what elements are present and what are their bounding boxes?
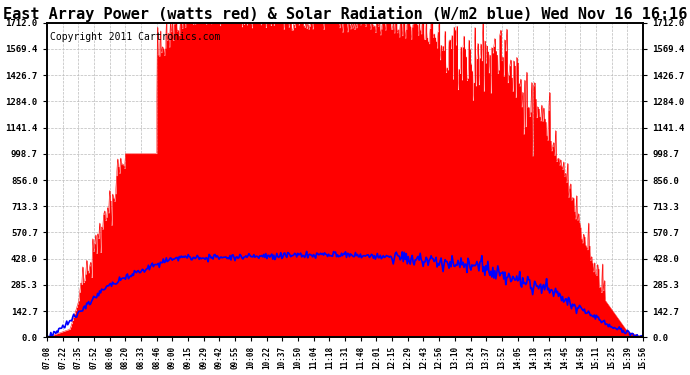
Title: East Array Power (watts red) & Solar Radiation (W/m2 blue) Wed Nov 16 16:16: East Array Power (watts red) & Solar Rad… [3, 6, 687, 21]
Text: Copyright 2011 Cartronics.com: Copyright 2011 Cartronics.com [50, 32, 220, 42]
